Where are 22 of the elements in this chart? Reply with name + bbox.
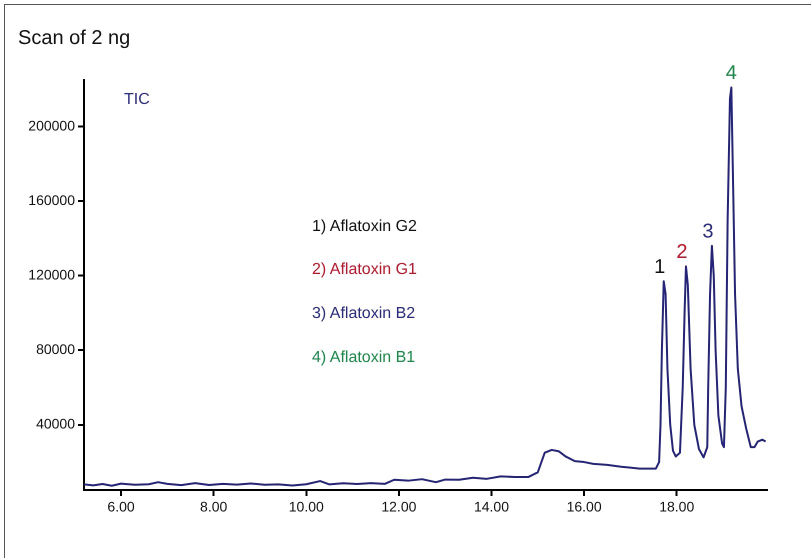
annotation: 2) Aflatoxin G1	[312, 261, 417, 279]
x-tick-label: 8.00	[200, 498, 228, 514]
y-tick-label: 40000	[36, 416, 76, 432]
y-tick-label: 160000	[28, 192, 76, 208]
annotation: 4	[726, 62, 737, 84]
x-tick-label: 12.00	[381, 498, 417, 514]
chart-title: Scan of 2 ng	[18, 27, 130, 50]
y-tick-label: 200000	[28, 117, 76, 134]
y-tick-label: 80000	[36, 341, 76, 358]
x-tick-label: 16.00	[566, 498, 602, 514]
annotation: 2	[676, 240, 688, 263]
annotation: 1) Aflatoxin G2	[312, 218, 417, 236]
x-tick-label: 10.00	[288, 498, 324, 514]
annotation: TIC	[124, 91, 150, 109]
y-tick-label: 120000	[28, 266, 76, 283]
x-tick-label: 14.00	[474, 498, 510, 514]
annotation: 4) Aflatoxin B1	[312, 349, 416, 367]
annotation: 1	[654, 256, 666, 278]
x-tick-label: 18.00	[659, 498, 694, 514]
annotation: 3	[702, 220, 714, 242]
annotation: 3) Aflatoxin B2	[312, 305, 416, 323]
x-tick-label: 6.00	[107, 498, 135, 514]
